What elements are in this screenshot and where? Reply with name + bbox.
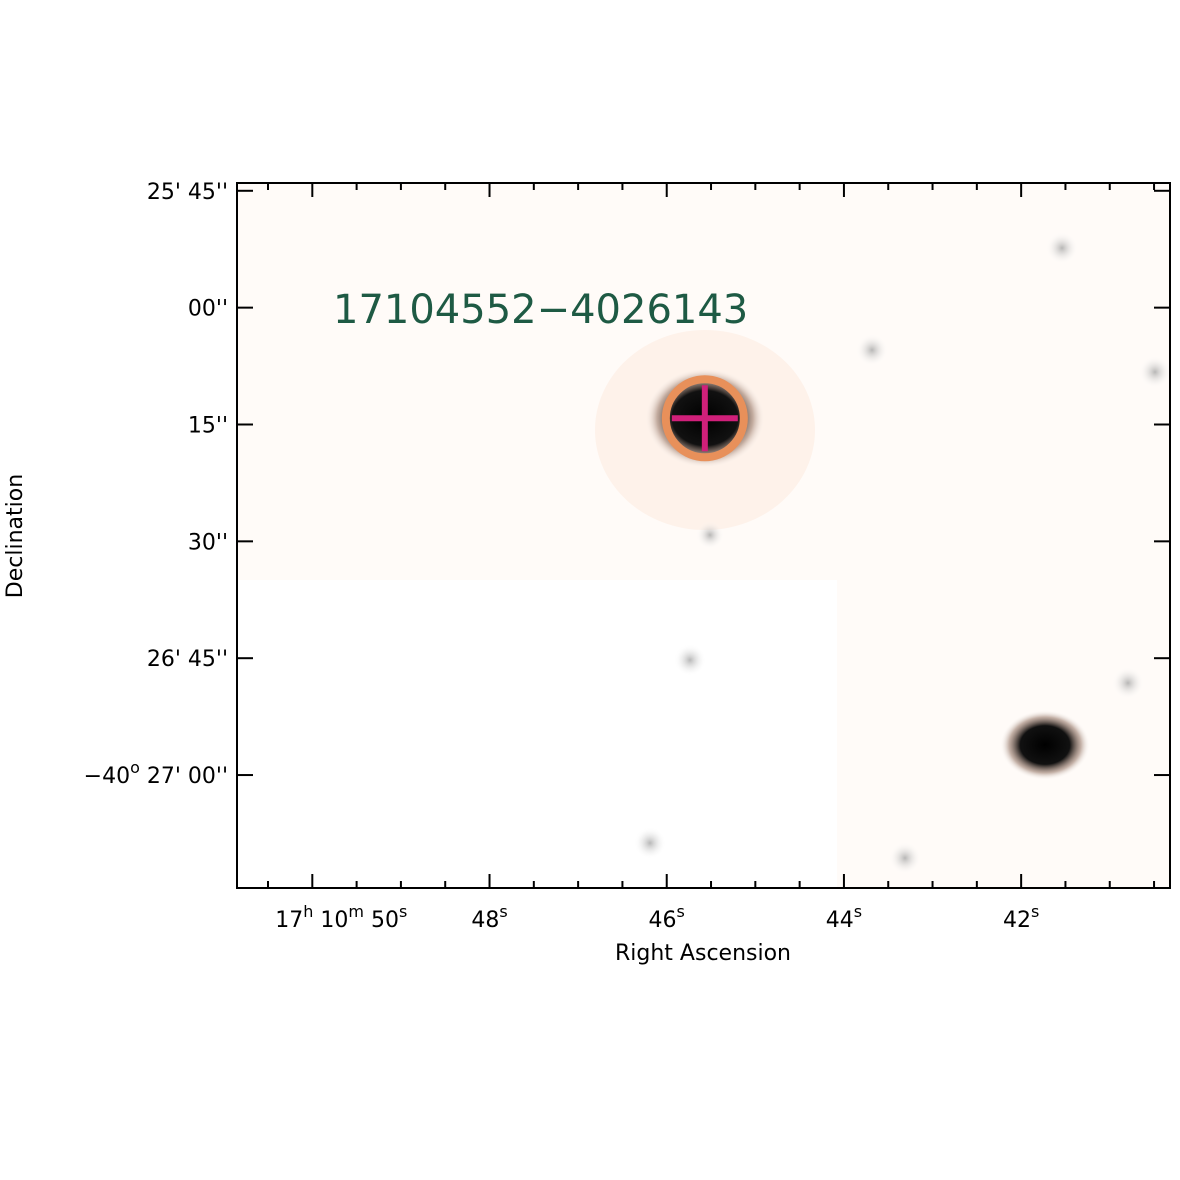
x-tick-label: 46s <box>649 902 685 933</box>
y-tick-label: 25' 45'' <box>147 180 228 205</box>
x-tick-label: 17h 10m 50s <box>275 902 407 933</box>
y-tick-label: 00'' <box>188 297 228 322</box>
plot-frame <box>236 182 1171 889</box>
y-tick-label: 26' 45'' <box>147 647 228 672</box>
target-circle <box>661 375 748 462</box>
source-name: 17104552−4026143 <box>333 287 748 333</box>
y-tick-label: 15'' <box>188 413 228 438</box>
sky-image <box>237 183 1170 888</box>
x-tick-label: 44s <box>826 902 862 933</box>
x-axis-label: Right Ascension <box>615 941 791 966</box>
x-tick-label: 42s <box>1003 902 1039 933</box>
y-axis-label: Declination <box>3 474 28 598</box>
x-tick-label: 48s <box>471 902 507 933</box>
y-tick-label: −40o 27' 00'' <box>84 758 228 789</box>
y-tick-label: 30'' <box>188 530 228 555</box>
